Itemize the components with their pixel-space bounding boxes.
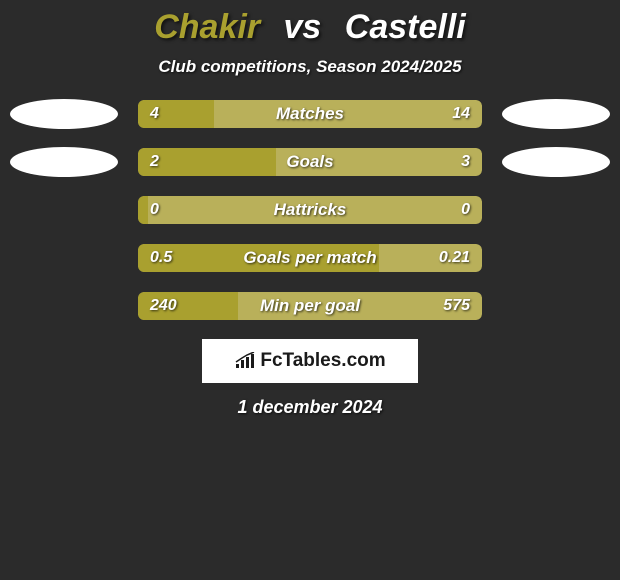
chart-icon <box>234 352 256 370</box>
stat-left-value: 2 <box>150 153 159 171</box>
stat-label: Goals per match <box>243 248 376 268</box>
brand-logo[interactable]: FcTables.com <box>202 339 418 383</box>
comparison-widget: Chakir vs Castelli Club competitions, Se… <box>0 0 620 418</box>
vs-label: vs <box>284 8 322 46</box>
left-marker <box>10 99 118 129</box>
stat-right-value: 575 <box>443 297 470 315</box>
stat-label: Goals <box>286 152 333 172</box>
stat-right-value: 14 <box>452 105 470 123</box>
stat-right-value: 0.21 <box>439 249 470 267</box>
player-left-name: Chakir <box>154 8 260 46</box>
stat-row: 4 14 Matches <box>0 99 620 129</box>
stat-right-value: 3 <box>461 153 470 171</box>
left-marker <box>10 147 118 177</box>
stat-label: Min per goal <box>260 296 360 316</box>
right-marker <box>502 147 610 177</box>
bar-fill <box>138 196 148 224</box>
page-title: Chakir vs Castelli <box>0 8 620 47</box>
stat-rows: 4 14 Matches 2 3 Goals 0 0 Hattricks 0.5 0.21 Goals… <box>0 99 620 321</box>
stat-bar: 2 3 Goals <box>138 148 482 176</box>
brand-logo-text: FcTables.com <box>234 350 385 372</box>
player-right-name: Castelli <box>345 8 466 46</box>
stat-label: Hattricks <box>274 200 347 220</box>
stat-bar: 0 0 Hattricks <box>138 196 482 224</box>
stat-left-value: 4 <box>150 105 159 123</box>
stat-row: 0 0 Hattricks <box>0 195 620 225</box>
stat-row: 2 3 Goals <box>0 147 620 177</box>
subtitle: Club competitions, Season 2024/2025 <box>0 57 620 77</box>
stat-row: 240 575 Min per goal <box>0 291 620 321</box>
stat-left-value: 0 <box>150 201 159 219</box>
stat-label: Matches <box>276 104 344 124</box>
stat-left-value: 240 <box>150 297 177 315</box>
right-marker <box>502 99 610 129</box>
stat-bar: 4 14 Matches <box>138 100 482 128</box>
stat-bar: 240 575 Min per goal <box>138 292 482 320</box>
date-label: 1 december 2024 <box>0 397 620 418</box>
stat-row: 0.5 0.21 Goals per match <box>0 243 620 273</box>
brand-name: FcTables.com <box>260 350 385 372</box>
stat-bar: 0.5 0.21 Goals per match <box>138 244 482 272</box>
stat-right-value: 0 <box>461 201 470 219</box>
stat-left-value: 0.5 <box>150 249 172 267</box>
